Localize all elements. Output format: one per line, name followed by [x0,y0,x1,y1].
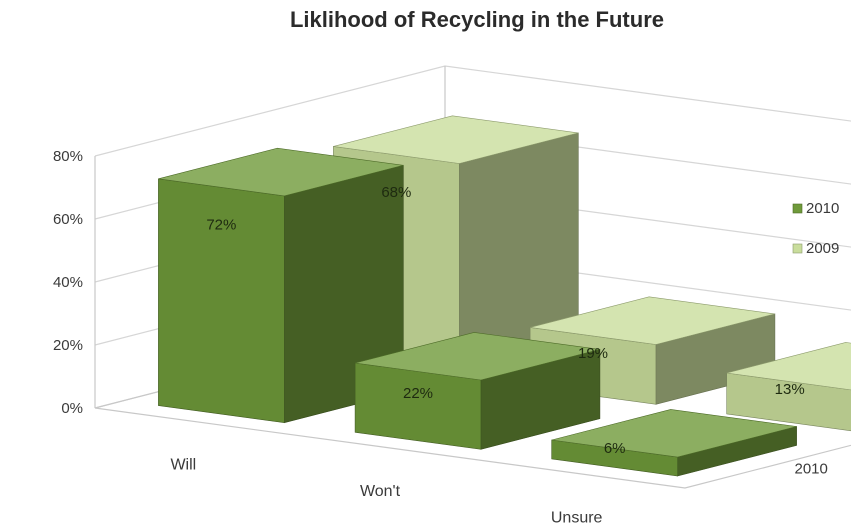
legend-swatch [792,243,803,254]
category-label: Won't [360,483,401,500]
bar-front [726,372,851,432]
legend-label: 2009 [806,240,839,257]
y-tick-label: 80% [53,148,83,165]
text-layer: Liklihood of Recycling in the Future 0% 2… [53,7,839,523]
legend-label: 2010 [806,200,839,217]
data-label: 6% [604,440,626,457]
y-tick-label: 20% [53,337,83,354]
y-tick-label: 60% [53,211,83,228]
depth-label: 2010 [795,461,828,478]
bar-top [726,342,851,391]
bar-2010-1 [354,332,601,450]
chart-title: Liklihood of Recycling in the Future [290,7,664,32]
bar-top [355,332,600,381]
bar-top [551,409,797,458]
bar-top [333,115,579,164]
data-label: 13% [775,381,805,398]
data-label: 72% [206,216,236,233]
bar-top [530,296,775,345]
data-label: 68% [381,184,411,201]
bar-2010-2 [551,409,797,477]
data-label: 22% [403,385,433,402]
bar-top [158,147,404,197]
y-tick-label: 0% [61,400,83,417]
bars-layer [158,115,851,477]
data-label: 19% [578,345,608,362]
category-label: Unsure [551,510,603,523]
category-label: Will [170,456,196,473]
legend-swatch [792,203,803,214]
bar-2009-2 [726,342,851,432]
y-tick-label: 40% [53,274,83,291]
